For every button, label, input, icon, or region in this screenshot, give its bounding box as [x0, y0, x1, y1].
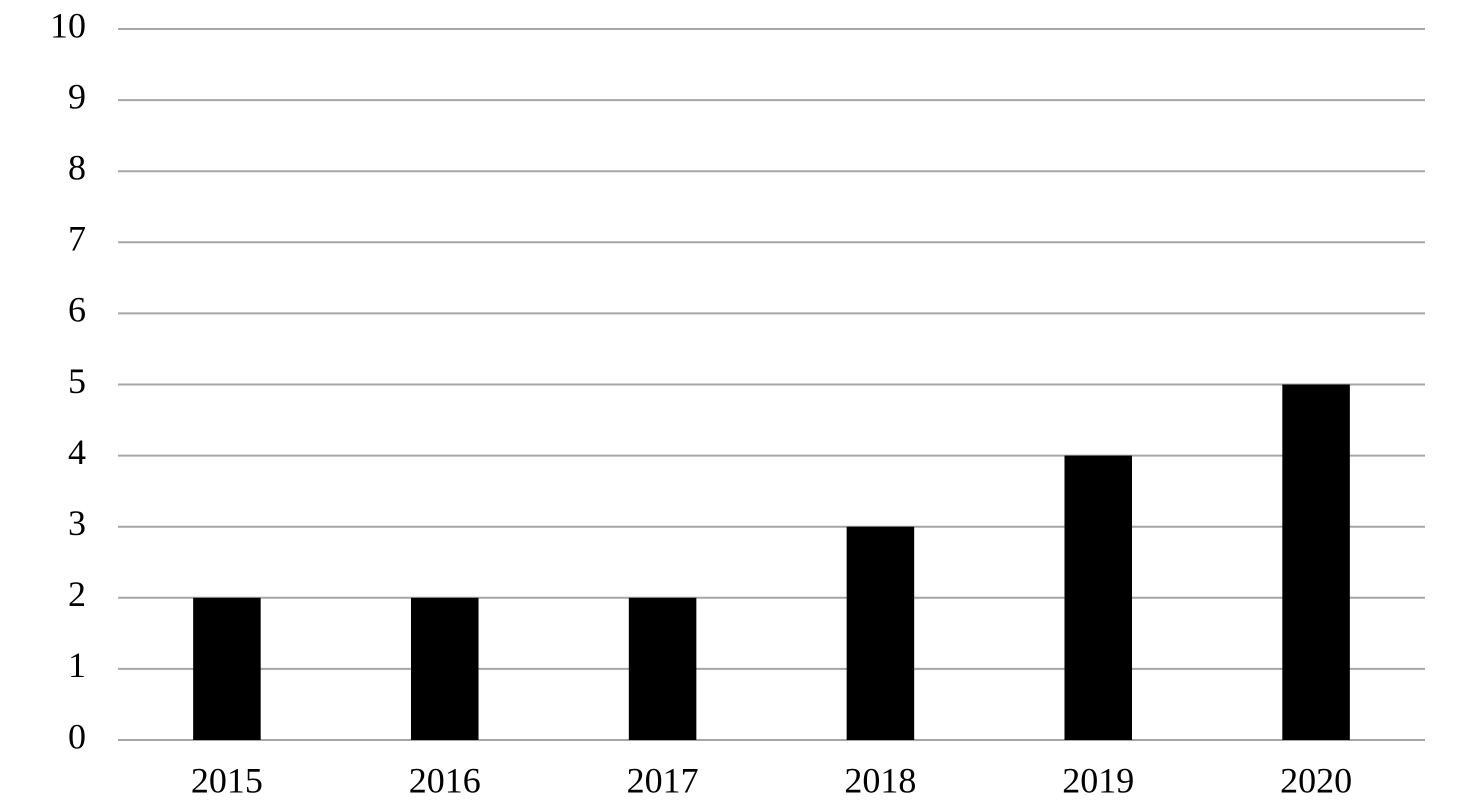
- x-tick-label: 2016: [409, 760, 481, 800]
- bar: [846, 526, 915, 740]
- bar: [193, 597, 261, 740]
- y-tick-label: 4: [68, 432, 86, 472]
- y-tick-label: 1: [68, 645, 86, 685]
- y-tick-label: 10: [50, 5, 86, 45]
- y-tick-label: 9: [68, 76, 86, 116]
- y-tick-label: 3: [68, 503, 86, 543]
- y-tick-label: 8: [68, 147, 86, 187]
- bar: [410, 597, 479, 740]
- x-tick-label: 2017: [627, 760, 699, 800]
- x-tick-label: 2015: [191, 760, 263, 800]
- y-tick-label: 5: [68, 361, 86, 401]
- y-tick-label: 2: [68, 574, 86, 614]
- x-tick-label: 2020: [1280, 760, 1352, 800]
- x-tick-label: 2018: [844, 760, 916, 800]
- y-tick-label: 0: [68, 716, 86, 756]
- bar: [1064, 455, 1133, 740]
- bar: [628, 597, 697, 740]
- bar: [1282, 384, 1350, 740]
- y-tick-label: 6: [68, 290, 86, 330]
- y-tick-label: 7: [68, 219, 86, 259]
- x-tick-label: 2019: [1062, 760, 1134, 800]
